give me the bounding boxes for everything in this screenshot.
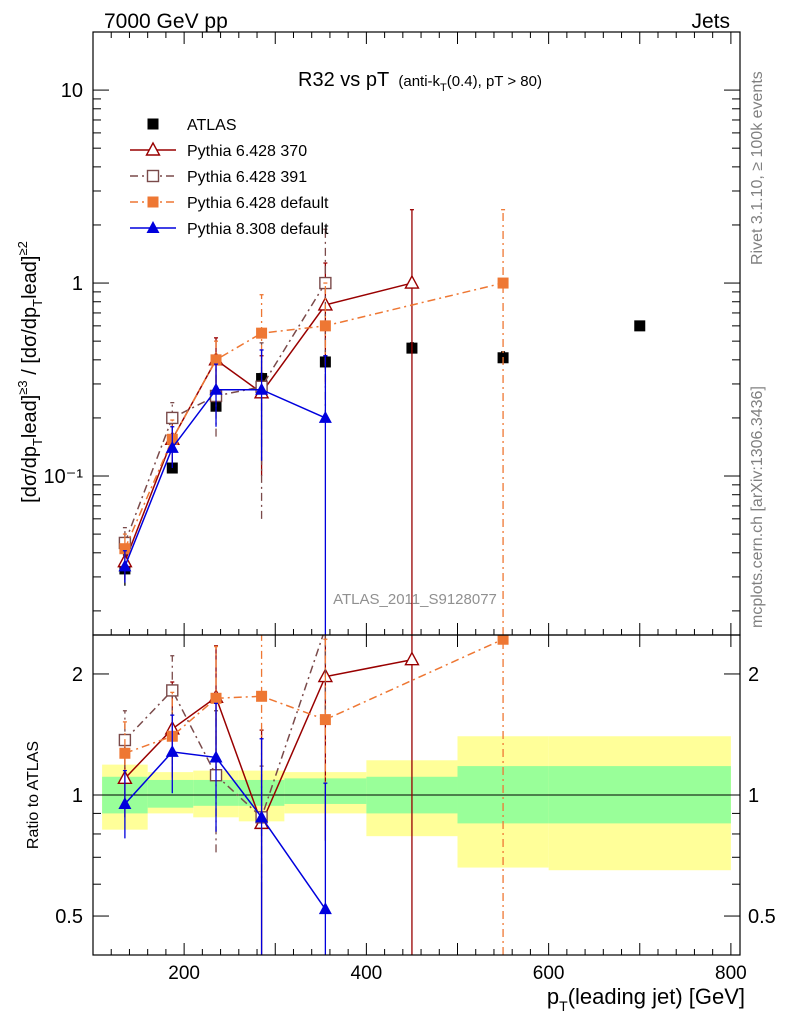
y-tick-label: 10⁻¹ — [44, 466, 84, 488]
ratio-y-tick-label: 2 — [72, 664, 83, 686]
data-point — [634, 320, 646, 332]
series-line — [124, 638, 504, 754]
data-point — [119, 543, 131, 555]
data-point — [319, 714, 331, 726]
legend-entry-2: Pythia 6.428 391 — [130, 169, 307, 186]
main-series-0 — [119, 320, 646, 586]
series-line — [124, 282, 327, 544]
data-point — [165, 440, 179, 453]
header-left: 7000 GeV pp — [104, 10, 228, 33]
data-point — [210, 354, 222, 366]
chart-title-sub-rest: (0.4), pT > 80) — [447, 73, 542, 90]
legend: ATLAS Pythia 6.428 370 Pythia 6.428 391 Pyt… — [130, 117, 329, 238]
chart-title-sub-subscript: T — [440, 82, 447, 94]
ratio-band-stat — [147, 779, 194, 808]
legend-entry-1: Pythia 6.428 370 — [130, 141, 307, 160]
ratio-series-3 — [118, 702, 332, 955]
x-tick-label: 200 — [168, 963, 200, 984]
legend-entry-3: Pythia 6.428 default — [130, 195, 329, 212]
data-point — [210, 692, 222, 704]
legend-label: Pythia 6.428 370 — [187, 143, 307, 160]
data-point — [497, 635, 509, 645]
data-point — [118, 796, 132, 809]
data-point — [209, 382, 223, 395]
legend-label: Pythia 6.428 default — [187, 195, 329, 212]
series-line — [124, 658, 413, 826]
ratio-y-axis-label: Ratio to ATLAS — [25, 741, 42, 849]
data-point — [497, 277, 509, 289]
legend-label: ATLAS — [187, 117, 237, 134]
chart-title-main: R32 vs pT — [298, 69, 389, 91]
ratio-series-2 — [119, 635, 509, 955]
chart-title: R32 vs pT (anti-kT(0.4), pT > 80) — [298, 69, 542, 94]
ratio-series-1 — [118, 635, 327, 891]
analysis-watermark: ATLAS_2011_S9128077 — [333, 591, 497, 608]
side-label-mcplots: mcplots.cern.ch [arXiv:1306.3436] — [749, 386, 766, 628]
ratio-y-tick-label-right: 0.5 — [748, 906, 776, 928]
legend-label: Pythia 8.308 default — [187, 221, 329, 238]
svg-text:[dσ/dpTlead]≥3 / [dσ/dpTlead]≥: [dσ/dpTlead]≥3 / [dσ/dpTlead]≥2 — [15, 241, 45, 503]
data-point — [118, 559, 132, 572]
data-point — [255, 810, 269, 823]
axes: 200 400 600 800 10 1 10⁻¹ 2 2 1 1 0.5 0.5 — [44, 31, 776, 984]
x-axis-label: pT(leading jet) [GeV] — [547, 984, 745, 1014]
ratio-uncertainty-bands — [102, 736, 731, 871]
x-tick-label: 800 — [715, 963, 747, 984]
x-tick-label: 400 — [351, 963, 383, 984]
data-point — [119, 747, 131, 759]
legend-label: Pythia 6.428 391 — [187, 169, 307, 186]
ratio-y-tick-label-right: 1 — [748, 785, 759, 807]
series-line — [124, 282, 504, 550]
data-point — [404, 651, 420, 666]
legend-marker — [147, 196, 159, 208]
data-point — [166, 684, 179, 697]
data-point — [165, 744, 179, 757]
main-panel-series — [117, 209, 646, 635]
ratio-y-tick-label: 1 — [72, 785, 83, 807]
data-point — [256, 690, 268, 702]
side-label-rivet: Rivet 3.1.10, ≥ 100k events — [749, 71, 766, 265]
series-line — [124, 282, 413, 562]
legend-marker — [146, 221, 160, 233]
ratio-y-tick-label: 0.5 — [55, 906, 83, 928]
ratio-panel-series — [117, 635, 509, 955]
legend-marker — [147, 118, 159, 130]
chart-title-sub: (anti-k — [398, 73, 440, 90]
data-point — [318, 902, 332, 915]
legend-entry-0: ATLAS — [147, 117, 237, 134]
data-point — [256, 327, 268, 339]
legend-marker — [146, 169, 160, 183]
legend-marker — [145, 141, 161, 156]
data-point — [209, 750, 223, 763]
x-tick-label: 600 — [533, 963, 565, 984]
data-point — [166, 411, 179, 425]
data-point — [255, 382, 269, 395]
main-y-axis-label: [dσ/dpTlead]≥3 / [dσ/dpTlead]≥2 — [15, 241, 45, 503]
y-tick-label: 10 — [61, 80, 83, 102]
header-right: Jets — [691, 10, 730, 33]
main-series-4 — [118, 349, 332, 635]
main-series-2 — [118, 228, 332, 558]
main-series-1 — [117, 209, 420, 635]
ratio-y-tick-label-right: 2 — [748, 664, 759, 686]
data-point — [404, 274, 420, 289]
legend-entry-4: Pythia 8.308 default — [130, 221, 329, 238]
data-point — [318, 410, 332, 423]
y-tick-label: 1 — [72, 273, 83, 295]
data-point — [319, 320, 331, 332]
